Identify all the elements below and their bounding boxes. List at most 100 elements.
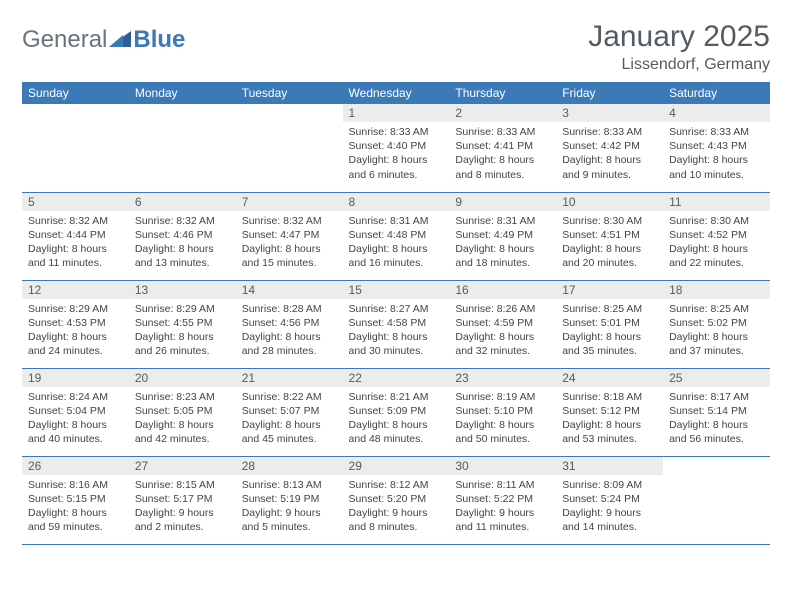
day-number: 22 [343, 369, 450, 387]
day-number: 26 [22, 457, 129, 475]
day-number: 17 [556, 281, 663, 299]
day-details: Sunrise: 8:32 AMSunset: 4:47 PMDaylight:… [236, 211, 343, 275]
brand-logo: General Blue [22, 20, 185, 54]
calendar-week-row: 26Sunrise: 8:16 AMSunset: 5:15 PMDayligh… [22, 456, 770, 544]
day-number: 24 [556, 369, 663, 387]
day-number: 29 [343, 457, 450, 475]
day-details: Sunrise: 8:13 AMSunset: 5:19 PMDaylight:… [236, 475, 343, 539]
calendar-cell: 9Sunrise: 8:31 AMSunset: 4:49 PMDaylight… [449, 192, 556, 280]
day-details: Sunrise: 8:30 AMSunset: 4:52 PMDaylight:… [663, 211, 770, 275]
calendar-cell [22, 104, 129, 192]
day-number: 1 [343, 104, 450, 122]
day-number: 19 [22, 369, 129, 387]
calendar-cell: 4Sunrise: 8:33 AMSunset: 4:43 PMDaylight… [663, 104, 770, 192]
calendar-cell: 13Sunrise: 8:29 AMSunset: 4:55 PMDayligh… [129, 280, 236, 368]
header: General Blue January 2025 Lissendorf, Ge… [22, 20, 770, 74]
calendar-cell: 16Sunrise: 8:26 AMSunset: 4:59 PMDayligh… [449, 280, 556, 368]
day-number: 11 [663, 193, 770, 211]
calendar-cell: 7Sunrise: 8:32 AMSunset: 4:47 PMDaylight… [236, 192, 343, 280]
calendar-body: 1Sunrise: 8:33 AMSunset: 4:40 PMDaylight… [22, 104, 770, 544]
day-details: Sunrise: 8:29 AMSunset: 4:55 PMDaylight:… [129, 299, 236, 363]
weekday-row: SundayMondayTuesdayWednesdayThursdayFrid… [22, 82, 770, 104]
day-number: 13 [129, 281, 236, 299]
day-details: Sunrise: 8:24 AMSunset: 5:04 PMDaylight:… [22, 387, 129, 451]
day-number: 23 [449, 369, 556, 387]
calendar-page: General Blue January 2025 Lissendorf, Ge… [0, 0, 792, 555]
day-number: 27 [129, 457, 236, 475]
day-number: 25 [663, 369, 770, 387]
weekday-header: Wednesday [343, 82, 450, 104]
month-title: January 2025 [588, 20, 770, 54]
brand-part1: General [22, 26, 107, 54]
calendar-cell: 5Sunrise: 8:32 AMSunset: 4:44 PMDaylight… [22, 192, 129, 280]
day-details: Sunrise: 8:15 AMSunset: 5:17 PMDaylight:… [129, 475, 236, 539]
day-number: 20 [129, 369, 236, 387]
calendar-cell: 2Sunrise: 8:33 AMSunset: 4:41 PMDaylight… [449, 104, 556, 192]
day-details: Sunrise: 8:26 AMSunset: 4:59 PMDaylight:… [449, 299, 556, 363]
weekday-header: Monday [129, 82, 236, 104]
day-details: Sunrise: 8:33 AMSunset: 4:40 PMDaylight:… [343, 122, 450, 186]
day-details: Sunrise: 8:32 AMSunset: 4:46 PMDaylight:… [129, 211, 236, 275]
calendar-week-row: 12Sunrise: 8:29 AMSunset: 4:53 PMDayligh… [22, 280, 770, 368]
day-details: Sunrise: 8:09 AMSunset: 5:24 PMDaylight:… [556, 475, 663, 539]
calendar-cell: 11Sunrise: 8:30 AMSunset: 4:52 PMDayligh… [663, 192, 770, 280]
calendar-cell [663, 456, 770, 544]
day-number: 30 [449, 457, 556, 475]
calendar-cell: 18Sunrise: 8:25 AMSunset: 5:02 PMDayligh… [663, 280, 770, 368]
day-number: 2 [449, 104, 556, 122]
day-number: 18 [663, 281, 770, 299]
calendar-week-row: 1Sunrise: 8:33 AMSunset: 4:40 PMDaylight… [22, 104, 770, 192]
day-number [22, 104, 129, 120]
calendar-cell: 1Sunrise: 8:33 AMSunset: 4:40 PMDaylight… [343, 104, 450, 192]
day-number: 9 [449, 193, 556, 211]
day-number [129, 104, 236, 120]
weekday-header: Thursday [449, 82, 556, 104]
day-details: Sunrise: 8:11 AMSunset: 5:22 PMDaylight:… [449, 475, 556, 539]
calendar-cell: 8Sunrise: 8:31 AMSunset: 4:48 PMDaylight… [343, 192, 450, 280]
location-title: Lissendorf, Germany [588, 56, 770, 74]
day-details: Sunrise: 8:25 AMSunset: 5:01 PMDaylight:… [556, 299, 663, 363]
calendar-cell: 22Sunrise: 8:21 AMSunset: 5:09 PMDayligh… [343, 368, 450, 456]
day-number: 10 [556, 193, 663, 211]
day-number: 12 [22, 281, 129, 299]
day-details: Sunrise: 8:27 AMSunset: 4:58 PMDaylight:… [343, 299, 450, 363]
calendar-cell: 15Sunrise: 8:27 AMSunset: 4:58 PMDayligh… [343, 280, 450, 368]
day-number [236, 104, 343, 120]
calendar-cell: 14Sunrise: 8:28 AMSunset: 4:56 PMDayligh… [236, 280, 343, 368]
day-number: 28 [236, 457, 343, 475]
calendar-cell: 28Sunrise: 8:13 AMSunset: 5:19 PMDayligh… [236, 456, 343, 544]
day-details: Sunrise: 8:16 AMSunset: 5:15 PMDaylight:… [22, 475, 129, 539]
day-details: Sunrise: 8:33 AMSunset: 4:43 PMDaylight:… [663, 122, 770, 186]
day-number: 8 [343, 193, 450, 211]
title-block: January 2025 Lissendorf, Germany [588, 20, 770, 74]
calendar-week-row: 5Sunrise: 8:32 AMSunset: 4:44 PMDaylight… [22, 192, 770, 280]
day-details: Sunrise: 8:12 AMSunset: 5:20 PMDaylight:… [343, 475, 450, 539]
day-number: 21 [236, 369, 343, 387]
calendar-cell: 29Sunrise: 8:12 AMSunset: 5:20 PMDayligh… [343, 456, 450, 544]
day-details: Sunrise: 8:30 AMSunset: 4:51 PMDaylight:… [556, 211, 663, 275]
calendar-cell: 30Sunrise: 8:11 AMSunset: 5:22 PMDayligh… [449, 456, 556, 544]
day-number: 4 [663, 104, 770, 122]
brand-triangle-icon [109, 26, 131, 54]
calendar-week-row: 19Sunrise: 8:24 AMSunset: 5:04 PMDayligh… [22, 368, 770, 456]
calendar-cell: 12Sunrise: 8:29 AMSunset: 4:53 PMDayligh… [22, 280, 129, 368]
day-details: Sunrise: 8:29 AMSunset: 4:53 PMDaylight:… [22, 299, 129, 363]
day-details: Sunrise: 8:17 AMSunset: 5:14 PMDaylight:… [663, 387, 770, 451]
weekday-header: Sunday [22, 82, 129, 104]
calendar-cell: 19Sunrise: 8:24 AMSunset: 5:04 PMDayligh… [22, 368, 129, 456]
day-details: Sunrise: 8:18 AMSunset: 5:12 PMDaylight:… [556, 387, 663, 451]
calendar-cell: 17Sunrise: 8:25 AMSunset: 5:01 PMDayligh… [556, 280, 663, 368]
brand-part2: Blue [133, 26, 185, 54]
weekday-header: Tuesday [236, 82, 343, 104]
day-details: Sunrise: 8:25 AMSunset: 5:02 PMDaylight:… [663, 299, 770, 363]
calendar-cell: 26Sunrise: 8:16 AMSunset: 5:15 PMDayligh… [22, 456, 129, 544]
day-number: 14 [236, 281, 343, 299]
calendar-table: SundayMondayTuesdayWednesdayThursdayFrid… [22, 82, 770, 545]
day-number: 6 [129, 193, 236, 211]
calendar-cell: 6Sunrise: 8:32 AMSunset: 4:46 PMDaylight… [129, 192, 236, 280]
day-number: 31 [556, 457, 663, 475]
calendar-head: SundayMondayTuesdayWednesdayThursdayFrid… [22, 82, 770, 104]
calendar-cell: 10Sunrise: 8:30 AMSunset: 4:51 PMDayligh… [556, 192, 663, 280]
day-number: 15 [343, 281, 450, 299]
day-details: Sunrise: 8:28 AMSunset: 4:56 PMDaylight:… [236, 299, 343, 363]
